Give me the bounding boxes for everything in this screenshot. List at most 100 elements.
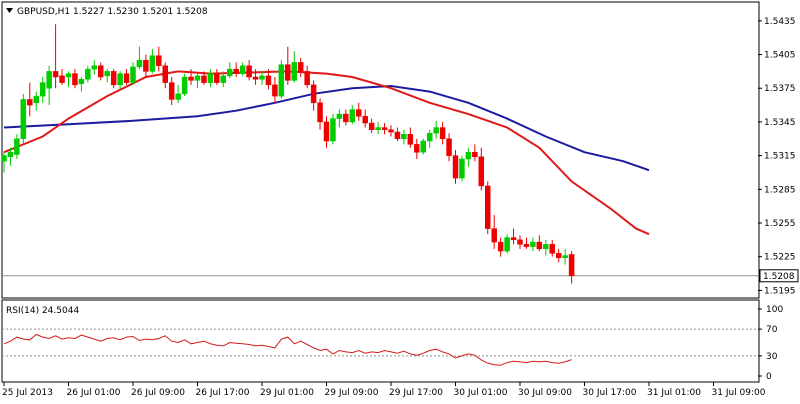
price-axis-label: 1.5225 xyxy=(764,253,796,263)
candle-body xyxy=(330,118,336,142)
rsi-header: RSI(14) 24.5044 xyxy=(6,306,79,316)
candle-body xyxy=(265,75,272,86)
candle-body xyxy=(91,65,98,70)
candle-body xyxy=(156,55,162,67)
rsi-axis-label: 70 xyxy=(766,325,778,335)
candle-body xyxy=(104,71,110,77)
rsi-panel xyxy=(1,299,760,383)
rsi-line xyxy=(3,333,572,366)
candle-body xyxy=(52,71,59,78)
candle-body xyxy=(407,134,414,145)
dropdown-triangle-icon[interactable] xyxy=(6,8,13,13)
candle-body xyxy=(143,59,149,72)
candle-body xyxy=(362,116,368,124)
candle-body xyxy=(259,75,265,80)
candle-body xyxy=(110,71,117,86)
time-axis-label: 30 Jul 09:00 xyxy=(518,388,572,398)
candle-body xyxy=(368,122,375,131)
candle-body xyxy=(465,151,472,160)
candle-body xyxy=(278,64,285,97)
time-axis-label: 29 Jul 09:00 xyxy=(325,388,379,398)
candle-body xyxy=(227,68,233,77)
candle-body xyxy=(291,62,297,81)
price-axis-label: 1.5195 xyxy=(764,286,796,296)
candle-body xyxy=(536,241,543,250)
candle-body xyxy=(39,82,46,97)
candle-body xyxy=(59,75,65,83)
candle-body xyxy=(310,84,317,104)
time-axis-label: 29 Jul 01:00 xyxy=(260,388,314,398)
candle-body xyxy=(388,129,394,133)
candle-body xyxy=(175,93,181,100)
candle-body xyxy=(14,138,20,155)
candle-body xyxy=(459,158,465,179)
time-axis-label: 31 Jul 01:00 xyxy=(647,388,701,398)
candle-body xyxy=(162,65,168,83)
price-axis-label: 1.5315 xyxy=(764,152,796,162)
candle-body xyxy=(117,73,123,86)
candle-body xyxy=(246,65,252,78)
price-axis-label: 1.5345 xyxy=(764,118,796,128)
price-panel xyxy=(1,1,760,299)
candle-body xyxy=(272,84,278,97)
candle-body xyxy=(149,55,156,72)
candle-body xyxy=(555,253,562,259)
candle-body xyxy=(543,244,549,250)
time-axis-label: 26 Jul 01:00 xyxy=(67,388,121,398)
candle-body xyxy=(297,62,304,72)
candle-body xyxy=(123,73,130,83)
candle-body xyxy=(568,254,575,277)
time-axis-label: 29 Jul 17:00 xyxy=(389,388,443,398)
rsi-axis-label: 30 xyxy=(766,352,778,362)
candle-body xyxy=(420,140,426,153)
candle-body xyxy=(85,68,91,80)
rsi-axis-label: 100 xyxy=(766,305,783,315)
candle-body xyxy=(433,127,439,134)
candle-body xyxy=(504,237,510,252)
price-axis-label: 1.5435 xyxy=(764,17,796,27)
price-axis-label: 1.5285 xyxy=(764,185,796,195)
time-axis-label: 26 Jul 17:00 xyxy=(196,388,250,398)
candle-body xyxy=(188,76,194,81)
rsi-layer: 100 70 30 0 25 Jul 2013 26 Jul 01:00 26 Jul 09… xyxy=(2,305,783,398)
candle-body xyxy=(323,121,330,142)
time-axis-label: 30 Jul 17:00 xyxy=(583,388,637,398)
candle-body xyxy=(510,237,517,241)
candle-body xyxy=(452,155,459,179)
candle-body xyxy=(446,138,452,156)
candle-body xyxy=(349,109,356,123)
candle-body xyxy=(523,244,530,247)
candle-body xyxy=(317,102,323,123)
candle-body xyxy=(239,65,246,74)
candle-body xyxy=(285,64,291,81)
candle-body xyxy=(130,66,136,83)
candle-body xyxy=(7,151,14,157)
candle-body xyxy=(33,95,39,104)
candle-body xyxy=(214,73,220,83)
candle-body xyxy=(381,127,388,131)
candle-body xyxy=(252,76,259,80)
candle-body xyxy=(394,131,401,140)
price-axis-label: 1.5255 xyxy=(764,219,796,229)
current-price-label: 1.5208 xyxy=(763,272,795,282)
candle-body xyxy=(20,99,27,140)
candle-body xyxy=(336,113,343,119)
candle-body xyxy=(343,113,349,123)
candle-body xyxy=(491,228,497,243)
candle-body xyxy=(375,127,381,131)
candle-body xyxy=(414,144,420,153)
slow-moving-average-line xyxy=(3,84,650,172)
candle-body xyxy=(530,241,536,247)
candle-body xyxy=(401,134,407,140)
candle-body xyxy=(72,73,78,86)
candle-body xyxy=(304,71,310,86)
price-layer: 1.5435 1.5405 1.5375 1.5345 1.5315 1.5285 1.52… xyxy=(1,17,799,296)
candle-body xyxy=(439,127,446,140)
fast-moving-average-line xyxy=(3,70,650,236)
candle-body xyxy=(1,155,7,162)
candle-body xyxy=(233,68,239,74)
price-axis-label: 1.5405 xyxy=(764,51,796,61)
candle-body xyxy=(517,239,523,245)
